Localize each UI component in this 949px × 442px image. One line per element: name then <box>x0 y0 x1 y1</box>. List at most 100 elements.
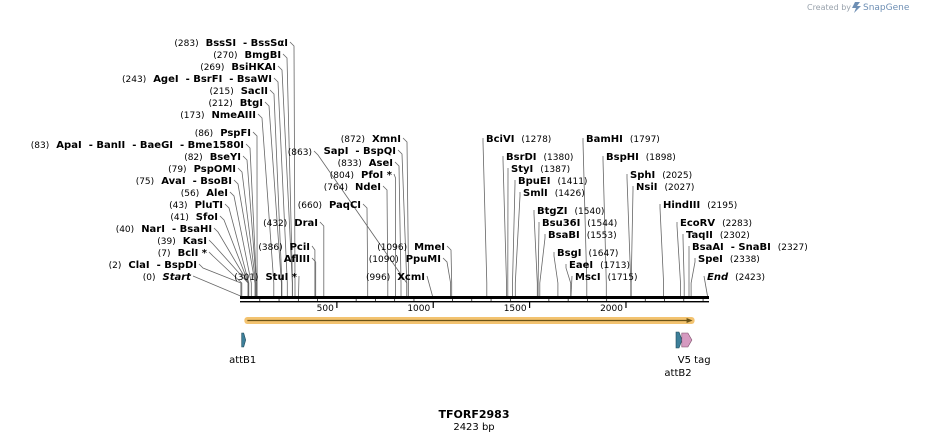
attb1-feature[interactable]: attB1 <box>229 332 256 366</box>
site-name-styi[interactable]: StyI <box>511 164 533 175</box>
site-name-bcivi[interactable]: BciVI <box>486 134 514 145</box>
site-name-bamhi[interactable]: BamHI <box>586 134 623 145</box>
site-name-pcii[interactable]: PciI <box>290 242 310 253</box>
site-taqii[interactable]: TaqII (2302) <box>686 230 750 241</box>
site-agei[interactable]: (243) AgeI - BsrFI - BsaWI <box>122 74 272 85</box>
site-name-ecorv[interactable]: EcoRV <box>680 218 715 229</box>
site-btgi[interactable]: (212) BtgI <box>209 98 263 109</box>
site-bpuei[interactable]: BpuEI (1411) <box>518 176 587 187</box>
site-spei[interactable]: SpeI (2338) <box>698 254 760 265</box>
credit-brand[interactable]: SnapGene <box>863 3 910 13</box>
site-name-sphi[interactable]: SphI <box>630 170 655 181</box>
site-name-smli[interactable]: SmlI <box>523 188 548 199</box>
site-name-bsu36i[interactable]: Bsu36I <box>542 218 580 229</box>
site-name-sacii[interactable]: SacII <box>241 86 268 97</box>
site-name-clai[interactable]: - BspDI <box>157 260 197 271</box>
site-name-avai[interactable]: AvaI <box>161 176 185 187</box>
site-mmei[interactable]: (1096) MmeI <box>377 242 445 253</box>
site-stui[interactable]: (301) StuI * <box>234 272 298 283</box>
site-name-end[interactable]: End <box>707 272 729 283</box>
site-apai[interactable]: (83) ApaI - BanII - BaeGI - Bme1580I <box>31 140 244 151</box>
site-name-pluti[interactable]: PluTI <box>195 200 223 211</box>
site-name-sapi[interactable]: - BspQI <box>355 146 396 157</box>
site-end[interactable]: End (2423) <box>707 272 765 283</box>
site-name-msci[interactable]: MscI <box>575 272 601 283</box>
site-name-btgi[interactable]: BtgI <box>240 98 263 109</box>
site-start[interactable]: (0) Start <box>143 272 192 283</box>
site-paqci[interactable]: (660) PaqCI <box>298 200 361 211</box>
site-smli[interactable]: SmlI (1426) <box>523 188 585 199</box>
site-afliii[interactable]: AflIII <box>284 254 310 265</box>
site-name-agei[interactable]: AgeI <box>153 74 178 85</box>
site-bsrdi[interactable]: BsrDI (1380) <box>506 152 573 163</box>
site-name-pspfi[interactable]: PspFI <box>220 128 251 139</box>
site-name-agei[interactable]: - BsaWI <box>229 74 272 85</box>
site-name-apai[interactable]: - BanII <box>89 140 126 151</box>
site-pspomi[interactable]: (79) PspOMI <box>168 164 236 175</box>
site-sphi[interactable]: SphI (2025) <box>630 170 692 181</box>
site-nmeaiii[interactable]: (173) NmeAIII <box>180 110 256 121</box>
v5tag-feature[interactable]: V5 tag <box>678 332 711 366</box>
site-drai[interactable]: (432) DraI <box>263 218 318 229</box>
site-name-spei[interactable]: SpeI <box>698 254 723 265</box>
site-ecorv[interactable]: EcoRV (2283) <box>680 218 752 229</box>
site-hindiii[interactable]: HindIII (2195) <box>663 200 737 211</box>
site-name-bsssi[interactable]: BssSI <box>206 38 236 49</box>
site-name-nari[interactable]: - BsaHI <box>172 224 212 235</box>
site-nsii[interactable]: NsiI (2027) <box>636 182 694 193</box>
site-sfoi[interactable]: (41) SfoI <box>170 212 218 223</box>
site-name-bsssi[interactable]: - BssSαI <box>243 38 288 49</box>
site-name-start[interactable]: Start <box>163 272 193 283</box>
site-name-afliii[interactable]: AflIII <box>284 254 310 265</box>
site-pspfi[interactable]: (86) PspFI <box>195 128 251 139</box>
site-bsssi[interactable]: (283) BssSI - BssSαI <box>174 38 288 49</box>
site-name-btgzi[interactable]: BtgZI <box>537 206 568 217</box>
site-name-kasi[interactable]: KasI <box>183 236 207 247</box>
site-bsaai[interactable]: BsaAI - SnaBI (2327) <box>692 242 808 253</box>
site-alei[interactable]: (56) AleI <box>181 188 228 199</box>
site-bcivi[interactable]: BciVI (1278) <box>486 134 551 145</box>
site-name-eaei[interactable]: EaeI <box>569 260 593 271</box>
site-sapi[interactable]: SapI - BspQI <box>324 146 396 157</box>
site-name-nmeaiii[interactable]: NmeAIII <box>212 110 256 121</box>
site-name-bpuei[interactable]: BpuEI <box>518 176 550 187</box>
site-name-alei[interactable]: AleI <box>206 188 228 199</box>
v5tag-arrow-icon[interactable] <box>681 332 693 348</box>
site-name-pspomi[interactable]: PspOMI <box>194 164 236 175</box>
site-name-ppumi[interactable]: PpuMI <box>406 254 441 265</box>
site-name-taqii[interactable]: TaqII <box>686 230 713 241</box>
site-pcii[interactable]: (386) PciI <box>258 242 310 253</box>
site-name-clai[interactable]: ClaI <box>128 260 149 271</box>
attb2-feature[interactable]: attB2 <box>664 331 692 379</box>
site-name-bsabi[interactable]: BsaBI <box>548 230 580 241</box>
site-asei[interactable]: (833) AseI <box>338 158 393 169</box>
site-name-bsaai[interactable]: - SnaBI <box>731 242 771 253</box>
site-bsu36i[interactable]: Bsu36I (1544) <box>542 218 617 229</box>
site-name-apai[interactable]: - Bme1580I <box>180 140 244 151</box>
site-name-apai[interactable]: ApaI <box>56 140 81 151</box>
site-name-asei[interactable]: AseI <box>369 158 393 169</box>
site-ppumi[interactable]: (1090) PpuMI <box>369 254 441 265</box>
site-bsihkai[interactable]: (269) BsiHKAI <box>200 62 276 73</box>
site-name-bsrdi[interactable]: BsrDI <box>506 152 537 163</box>
attb2-arrow-icon[interactable] <box>675 331 683 349</box>
site-bsp1[interactable]: (863) <box>288 148 312 158</box>
site-bmgbi[interactable]: (270) BmgBI <box>213 50 281 61</box>
site-eaei[interactable]: EaeI (1713) <box>569 260 630 271</box>
site-name-xmni[interactable]: XmnI <box>372 134 401 145</box>
site-name-sapi[interactable]: SapI <box>324 146 349 157</box>
site-btgzi[interactable]: BtgZI (1540) <box>537 206 604 217</box>
site-name-hindiii[interactable]: HindIII <box>663 200 700 211</box>
site-avai[interactable]: (75) AvaI - BsoBI <box>136 176 232 187</box>
site-styi[interactable]: StyI (1387) <box>511 164 570 175</box>
site-pluti[interactable]: (43) PluTI <box>169 200 223 211</box>
site-name-bmgbi[interactable]: BmgBI <box>245 50 282 61</box>
site-xmni[interactable]: (872) XmnI <box>341 134 401 145</box>
site-name-bseyi[interactable]: BseYI <box>210 152 241 163</box>
site-name-bsihkai[interactable]: BsiHKAI <box>231 62 276 73</box>
site-kasi[interactable]: (39) KasI <box>157 236 207 247</box>
site-sacii[interactable]: (215) SacII <box>210 86 269 97</box>
site-name-pfoi[interactable]: PfoI * <box>361 170 393 181</box>
site-name-bsgi[interactable]: BsgI <box>557 248 581 259</box>
site-name-stui[interactable]: StuI * <box>266 272 298 283</box>
